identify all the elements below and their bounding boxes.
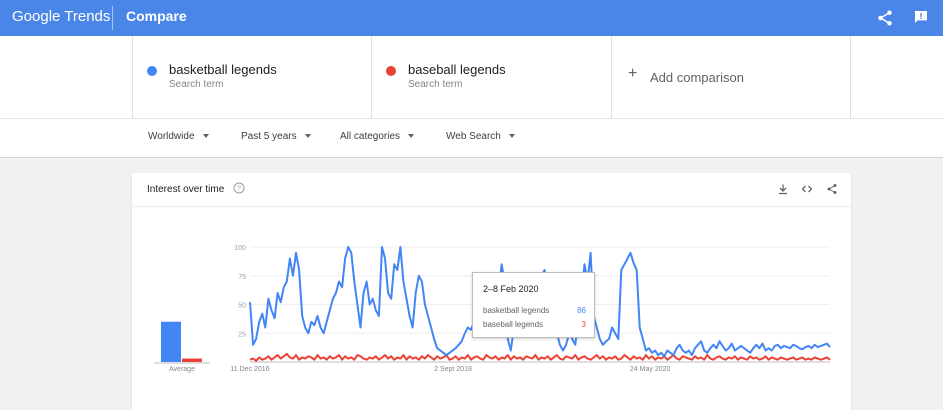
search-type-filter-label: Web Search bbox=[446, 131, 501, 142]
share-icon[interactable] bbox=[876, 9, 894, 27]
search-term-1[interactable]: basketball legends Search term bbox=[132, 36, 372, 118]
search-term-2[interactable]: baseball legends Search term bbox=[372, 36, 612, 118]
card-title: Interest over time bbox=[147, 184, 225, 195]
x-tick-label: 11 Dec 2016 bbox=[230, 366, 269, 373]
add-comparison-button[interactable]: + Add comparison bbox=[612, 36, 851, 118]
x-tick-label: 2 Sept 2018 bbox=[434, 366, 472, 373]
average-label: Average bbox=[169, 366, 195, 373]
top-app-bar: Google Trends Compare bbox=[0, 0, 943, 36]
tooltip-series-value: 86 bbox=[577, 306, 586, 315]
plus-icon: + bbox=[628, 65, 638, 82]
category-filter[interactable]: All categories bbox=[340, 131, 415, 142]
filters-bar: Worldwide Past 5 years All categories We… bbox=[0, 118, 943, 158]
y-tick-label: 100 bbox=[234, 245, 246, 252]
average-bars bbox=[154, 321, 210, 364]
page-title: Compare bbox=[126, 8, 187, 24]
time-filter-label: Past 5 years bbox=[241, 131, 297, 142]
chart-tooltip: 2–8 Feb 2020 basketball legends 86 baseb… bbox=[472, 272, 595, 338]
series-color-dot bbox=[386, 66, 396, 76]
caret-down-icon bbox=[202, 134, 209, 139]
category-filter-label: All categories bbox=[340, 131, 401, 142]
region-filter[interactable]: Worldwide bbox=[148, 131, 209, 142]
download-icon[interactable] bbox=[777, 183, 789, 195]
tooltip-series-value: 3 bbox=[581, 320, 586, 329]
google-trends-logo[interactable]: Google Trends bbox=[12, 8, 111, 25]
caret-down-icon bbox=[304, 134, 311, 139]
search-term-type: Search term bbox=[169, 79, 224, 90]
search-term-name: basketball legends bbox=[169, 62, 277, 77]
tooltip-row: baseball legends 3 bbox=[483, 320, 586, 329]
series-line-baseball-legends bbox=[249, 352, 831, 362]
feedback-icon[interactable] bbox=[913, 9, 929, 25]
tooltip-row: basketball legends 86 bbox=[483, 306, 586, 315]
tooltip-date: 2–8 Feb 2020 bbox=[483, 284, 539, 294]
x-tick-label: 24 May 2020 bbox=[630, 366, 671, 373]
series-color-dot bbox=[147, 66, 157, 76]
y-tick-label: 25 bbox=[238, 331, 246, 338]
add-comparison-label: Add comparison bbox=[650, 70, 744, 85]
tooltip-series-label: baseball legends bbox=[483, 320, 544, 329]
average-bar bbox=[161, 321, 181, 362]
search-term-name: baseball legends bbox=[408, 62, 506, 77]
card-share-icon[interactable] bbox=[826, 183, 838, 195]
tooltip-series-label: basketball legends bbox=[483, 306, 550, 315]
average-bar bbox=[182, 358, 202, 362]
topbar-divider bbox=[112, 6, 113, 30]
y-tick-label: 75 bbox=[238, 274, 246, 281]
x-axis-ticks: 11 Dec 2016 2 Sept 2018 24 May 2020 bbox=[230, 366, 670, 373]
help-icon[interactable]: ? bbox=[233, 182, 245, 194]
card-header: Interest over time ? bbox=[132, 173, 851, 207]
svg-text:?: ? bbox=[237, 186, 241, 193]
region-filter-label: Worldwide bbox=[148, 131, 195, 142]
caret-down-icon bbox=[508, 134, 515, 139]
compare-terms-row: basketball legends Search term baseball … bbox=[0, 36, 943, 118]
search-type-filter[interactable]: Web Search bbox=[446, 131, 515, 142]
embed-icon[interactable] bbox=[801, 183, 813, 195]
caret-down-icon bbox=[408, 134, 415, 139]
interest-over-time-chart[interactable]: Average 100 75 50 25 11 Dec 2016 2 Sept 2018… bbox=[132, 207, 851, 410]
y-axis-ticks: 100 75 50 25 bbox=[234, 245, 246, 338]
y-tick-label: 50 bbox=[238, 303, 246, 310]
time-filter[interactable]: Past 5 years bbox=[241, 131, 311, 142]
search-term-type: Search term bbox=[408, 79, 463, 90]
